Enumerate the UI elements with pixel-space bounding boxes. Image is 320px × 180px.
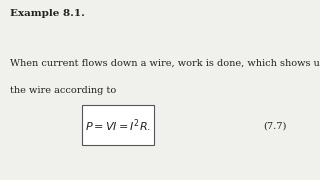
Text: the wire according to: the wire according to [10,86,116,95]
Text: $P = VI = I^2R.$: $P = VI = I^2R.$ [85,118,152,134]
Text: (7.7): (7.7) [263,122,287,130]
FancyBboxPatch shape [82,105,154,145]
Text: Example 8.1.: Example 8.1. [10,9,84,18]
Text: When current flows down a wire, work is done, which shows up as Joule heating of: When current flows down a wire, work is … [10,59,320,68]
